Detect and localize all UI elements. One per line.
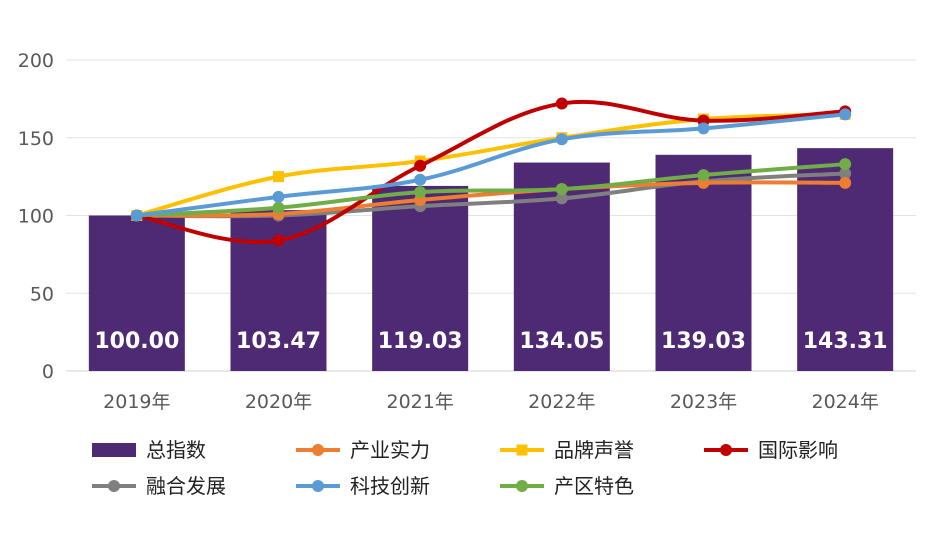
data-point (273, 171, 284, 183)
data-point (555, 192, 568, 205)
data-point (697, 169, 710, 182)
data-point (272, 190, 285, 203)
legend-label: 品牌声誉 (554, 438, 634, 462)
y-axis: 0 50 100 150 200 (18, 50, 54, 383)
bar-data-label: 100.00 (94, 329, 179, 354)
data-point (839, 167, 852, 180)
legend-label: 总指数 (146, 438, 206, 462)
series-line (134, 162, 848, 218)
legend-item: 产业实力 (296, 438, 430, 462)
series-5 (130, 108, 852, 222)
bar-labels: 100.00 103.47 119.03 134.05 139.03 143.31 (94, 329, 887, 354)
data-point (414, 173, 427, 186)
legend-item: 品牌声誉 (500, 438, 634, 462)
legend-marker (108, 480, 120, 492)
x-tick-label: 2024年 (811, 391, 878, 413)
x-tick-label: 2022年 (528, 391, 595, 413)
legend-label: 国际影响 (758, 438, 838, 462)
legend-marker (516, 444, 528, 456)
data-point (555, 97, 568, 110)
legend-label: 产业实力 (350, 438, 430, 462)
y-tick-label: 200 (18, 50, 54, 72)
legend-label: 科技创新 (350, 474, 430, 498)
data-point (839, 158, 852, 171)
bar-data-label: 134.05 (519, 329, 604, 354)
series-line (134, 112, 848, 218)
y-tick-label: 50 (30, 283, 54, 305)
data-point (555, 183, 568, 196)
legend-item: 融合发展 (92, 474, 226, 498)
legend-swatch (92, 443, 136, 457)
data-point (414, 186, 427, 199)
data-point (697, 122, 710, 135)
legend-marker (720, 444, 732, 456)
bar (655, 154, 752, 371)
bar (372, 185, 469, 371)
x-tick-label: 2019年 (103, 391, 170, 413)
legend-item: 产区特色 (500, 474, 634, 498)
y-tick-label: 100 (18, 206, 54, 228)
y-tick-label: 0 (42, 361, 54, 383)
data-point (130, 209, 143, 222)
x-tick-label: 2020年 (245, 391, 312, 413)
data-point (555, 133, 568, 146)
bar-data-label: 119.03 (378, 329, 463, 354)
data-point (414, 159, 427, 172)
legend-label: 融合发展 (146, 474, 226, 498)
data-point (272, 234, 285, 247)
legend-marker (516, 480, 528, 492)
x-axis: 2019年 2020年 2021年 2022年 2023年 2024年 (103, 391, 879, 413)
y-tick-label: 150 (18, 128, 54, 150)
bar-data-label: 143.31 (803, 329, 888, 354)
data-point (839, 108, 852, 121)
legend-marker (312, 444, 324, 456)
bar (88, 215, 185, 371)
series-line (134, 99, 848, 245)
bars (88, 148, 894, 371)
legend-item: 科技创新 (296, 474, 430, 498)
data-point (272, 201, 285, 214)
legend-label: 产区特色 (554, 474, 634, 498)
legend-item: 国际影响 (704, 438, 838, 462)
bar-data-label: 139.03 (661, 329, 746, 354)
x-tick-label: 2023年 (670, 391, 737, 413)
series-line (134, 112, 848, 218)
data-point (839, 176, 852, 189)
x-tick-label: 2021年 (386, 391, 453, 413)
legend-marker (312, 480, 324, 492)
bar-data-label: 103.47 (236, 329, 321, 354)
series-line (134, 180, 848, 218)
series-lines (130, 97, 852, 247)
legend-item: 总指数 (92, 438, 206, 462)
